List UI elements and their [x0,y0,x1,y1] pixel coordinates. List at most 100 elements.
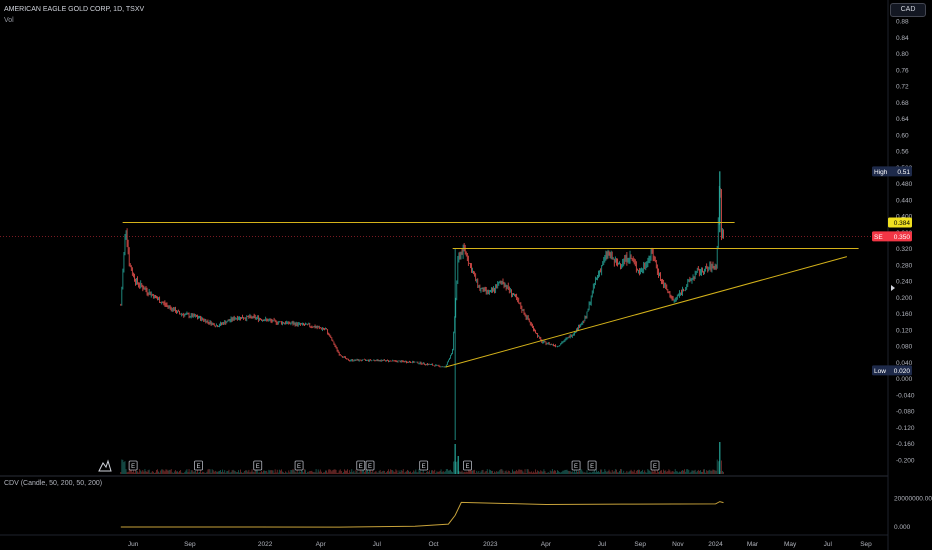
volume-bar [188,469,190,474]
volume-bar [230,472,232,474]
price-tick-label: 0.200 [896,295,913,302]
volume-bar [237,470,239,474]
volume-bar [723,471,724,474]
volume-bar [683,470,684,474]
volume-bar [549,470,551,474]
volume-bar [235,472,237,474]
earnings-marker[interactable]: E [253,460,263,471]
earnings-marker[interactable]: E [571,460,581,471]
earnings-marker[interactable]: E [587,460,597,471]
volume-bar [392,470,394,474]
volume-bar [443,472,445,474]
price-label-value: 0.51 [897,169,910,176]
volume-bar [320,471,322,474]
volume-bar [568,471,570,474]
volume-bar [420,472,422,474]
volume-bar [633,469,635,474]
volume-bar [438,471,440,474]
volume-bar [308,471,310,474]
volume-bar [622,472,624,474]
volume-bar [440,469,442,474]
earnings-marker[interactable]: E [365,460,375,471]
earnings-marker-label: E [256,464,260,470]
volume-bar [207,469,209,474]
volume-bar [225,472,227,474]
volume-bar [172,472,174,474]
volume-bar [564,469,566,474]
volume-bar [670,472,672,474]
volume-bar [345,470,346,474]
volume-bar [144,469,146,474]
price-tick-label: -0.160 [896,441,915,448]
volume-bar [552,471,554,474]
earnings-marker[interactable]: E [356,460,366,471]
price-tick-label: -0.120 [896,425,915,432]
volume-bar [187,472,189,474]
volume-bar [137,471,138,474]
trendlines[interactable] [0,222,888,368]
volume-bar [321,472,323,474]
volume-bar [381,471,383,474]
volume-bar [332,469,334,474]
volume-bar [661,470,662,474]
volume-bar [266,470,268,474]
volume-bar [160,470,162,474]
earnings-marker[interactable]: E [463,460,472,471]
volume-bar [274,469,276,474]
volume-bar [636,470,638,474]
earnings-marker[interactable]: E [650,460,660,471]
volume-bar [586,470,588,474]
volume-bar [518,469,520,474]
earnings-marker[interactable]: E [419,460,429,471]
volume-bar [417,472,419,474]
volume-bar [627,472,629,474]
currency-button[interactable]: CAD [890,3,926,17]
volume-bar [577,471,578,474]
volume-bar [380,472,382,474]
volume-bar [629,470,631,474]
trendline-support-rising[interactable] [445,256,848,368]
volume-bar [250,471,252,474]
volume-bar [517,471,519,474]
volume-bar [668,469,670,474]
price-tick-label: 0.080 [896,344,913,351]
volume-bar [309,471,311,474]
earnings-marker[interactable]: E [294,460,304,471]
time-axis[interactable]: Jun Sep 2022 Apr Jul Oct 2023 Apr Jul Sep Nov 2024 M… [128,541,872,548]
volume-bar [150,472,152,474]
time-tick-label: Oct [428,541,438,548]
price-axis[interactable]: 0.920.880.840.800.760.720.680.640.600.56… [896,2,915,464]
price-label-name: SE [874,234,883,241]
time-tick-label: Apr [541,541,552,548]
volume-bar [543,469,545,474]
volume-bar [376,472,378,474]
volume-bar [253,472,255,474]
volume-bar [323,472,324,474]
volume-bar [639,469,640,474]
volume-bar [690,471,692,474]
earnings-marker[interactable]: E [128,460,138,471]
volume-bar [607,471,609,474]
volume-bar [677,472,679,474]
volume-bar [512,469,513,474]
volume-bar [267,472,269,474]
volume-bar [626,470,628,474]
volume-bar [619,470,620,474]
volume-bar [437,471,439,474]
volume-bar [164,471,166,474]
volume-bar [393,471,395,474]
volume-bar [193,471,195,474]
volume-bar [186,469,188,474]
volume-bar [210,472,212,474]
volume-bar [348,472,350,474]
volume-bar [628,471,630,474]
volume-bar [161,469,163,474]
volume-bar [313,472,315,474]
earnings-marker-label: E [590,464,594,470]
volume-bar [494,471,495,474]
arrow-right-icon[interactable] [891,285,895,291]
earnings-marker[interactable]: E [194,460,203,471]
volume-bar [346,470,347,474]
